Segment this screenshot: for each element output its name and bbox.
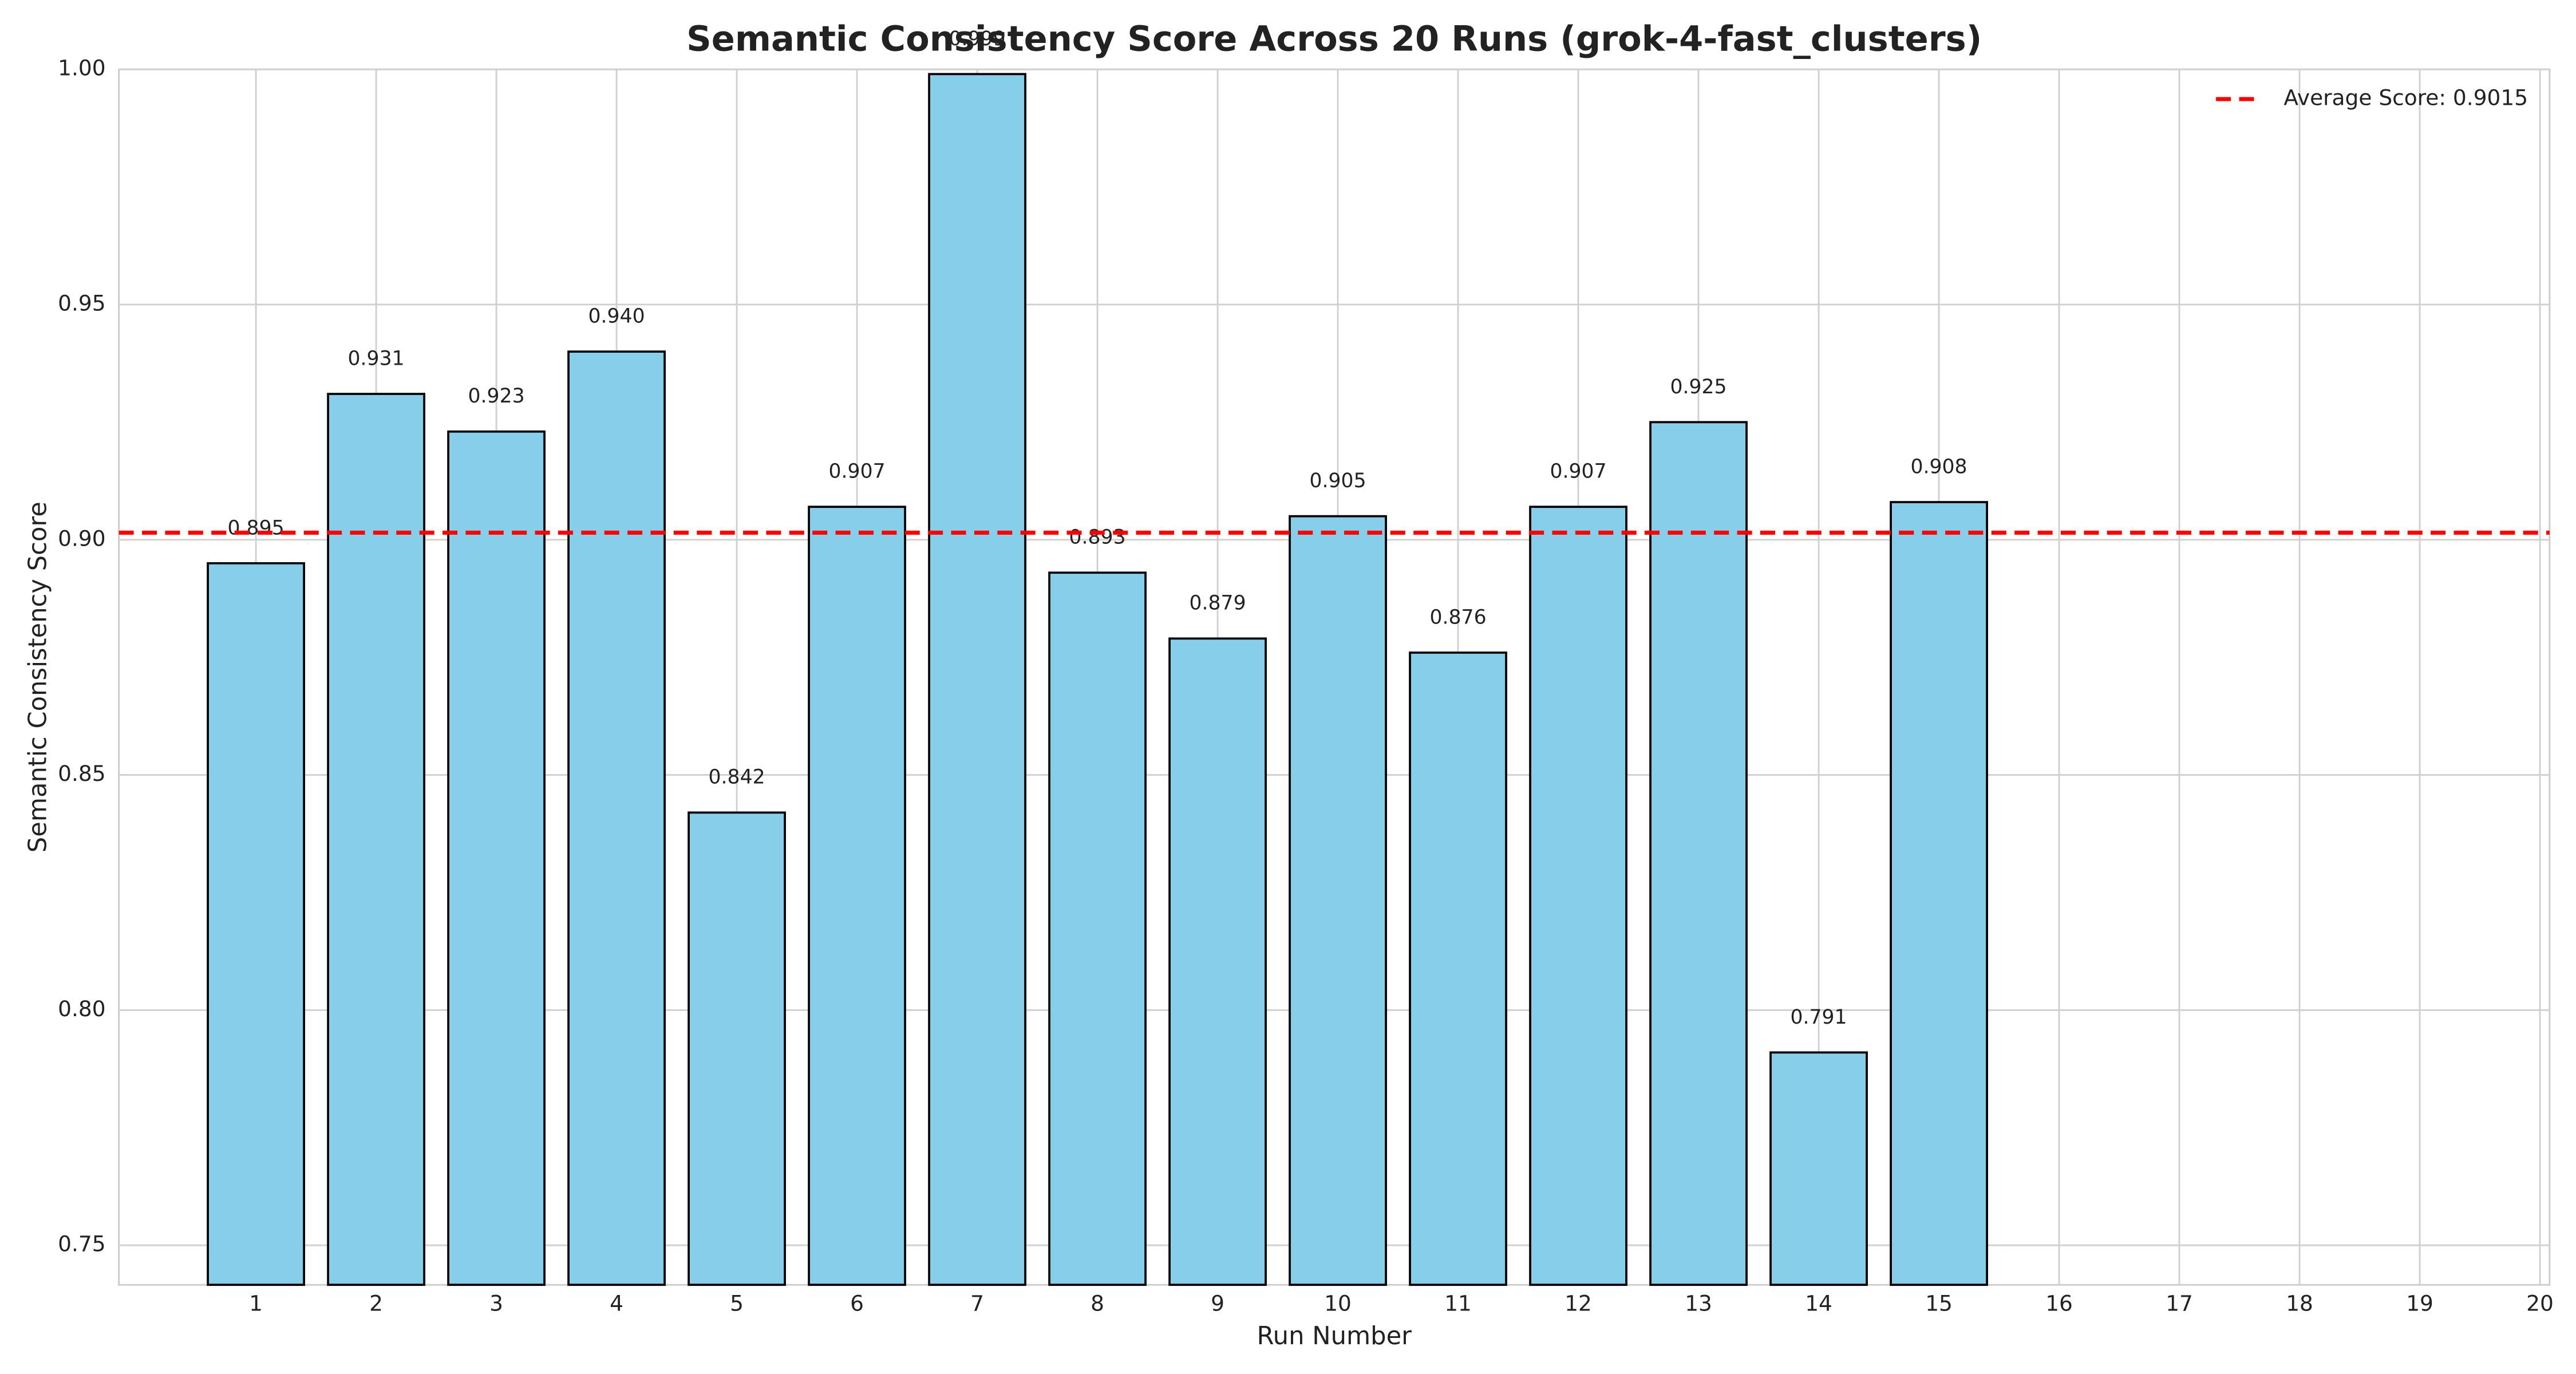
legend-label: Average Score: 0.9015 (2283, 85, 2528, 110)
bar (1048, 571, 1147, 1286)
y-tick-label: 0.85 (58, 761, 106, 786)
y-tick-label: 0.80 (58, 996, 106, 1021)
data-label: 0.908 (1911, 455, 1967, 478)
bar (327, 393, 425, 1286)
bar (928, 73, 1026, 1286)
data-label: 0.931 (348, 347, 405, 370)
data-label: 0.925 (1670, 376, 1727, 398)
bar (688, 811, 786, 1286)
x-tick-label: 17 (2166, 1290, 2193, 1316)
y-tick-label: 1.00 (58, 56, 106, 81)
bar (1769, 1051, 1868, 1286)
bar (808, 506, 906, 1286)
x-tick-label: 18 (2286, 1290, 2313, 1316)
y-tick-label: 0.95 (58, 290, 106, 315)
data-label: 0.893 (1069, 526, 1126, 549)
data-label: 0.999 (949, 27, 1006, 50)
x-tick-label: 6 (850, 1290, 864, 1316)
data-label: 0.940 (588, 305, 645, 328)
x-tick-label: 13 (1685, 1290, 1712, 1316)
data-label: 0.907 (829, 460, 886, 483)
x-tick-label: 12 (1564, 1290, 1592, 1316)
data-label: 0.905 (1310, 469, 1366, 492)
data-label: 0.842 (709, 766, 765, 789)
data-label: 0.791 (1791, 1006, 1847, 1029)
bar (1529, 506, 1627, 1286)
data-label: 0.923 (468, 385, 525, 408)
y-tick-label: 0.75 (58, 1231, 106, 1257)
bar (1168, 637, 1267, 1286)
data-label: 0.879 (1190, 592, 1246, 615)
bar (1409, 652, 1507, 1286)
y-axis-label: Semantic Consistency Score (24, 502, 53, 852)
x-tick-label: 11 (1444, 1290, 1472, 1316)
x-axis-label: Run Number (1257, 1322, 1412, 1351)
bar (1890, 501, 1988, 1286)
bar (207, 562, 305, 1286)
x-tick-label: 8 (1091, 1290, 1104, 1316)
x-tick-label: 16 (2045, 1290, 2073, 1316)
x-tick-label: 10 (1324, 1290, 1352, 1316)
data-label: 0.907 (1550, 460, 1607, 483)
x-tick-label: 7 (970, 1290, 984, 1316)
data-label: 0.895 (228, 516, 285, 539)
bar (447, 430, 546, 1286)
y-tick-label: 0.90 (58, 526, 106, 551)
x-tick-label: 1 (249, 1290, 263, 1316)
data-label: 0.876 (1430, 606, 1487, 629)
x-tick-label: 14 (1805, 1290, 1832, 1316)
x-tick-label: 4 (610, 1290, 623, 1316)
x-tick-label: 19 (2406, 1290, 2433, 1316)
x-tick-label: 20 (2526, 1290, 2554, 1316)
bar (1649, 421, 1748, 1286)
chart-title: Semantic Consistency Score Across 20 Run… (686, 19, 1982, 60)
bar (1289, 515, 1387, 1286)
x-tick-label: 2 (369, 1290, 383, 1316)
x-tick-label: 15 (1925, 1290, 1953, 1316)
bar (567, 350, 666, 1286)
x-tick-label: 3 (489, 1290, 503, 1316)
x-tick-label: 9 (1211, 1290, 1224, 1316)
x-tick-label: 5 (730, 1290, 744, 1316)
